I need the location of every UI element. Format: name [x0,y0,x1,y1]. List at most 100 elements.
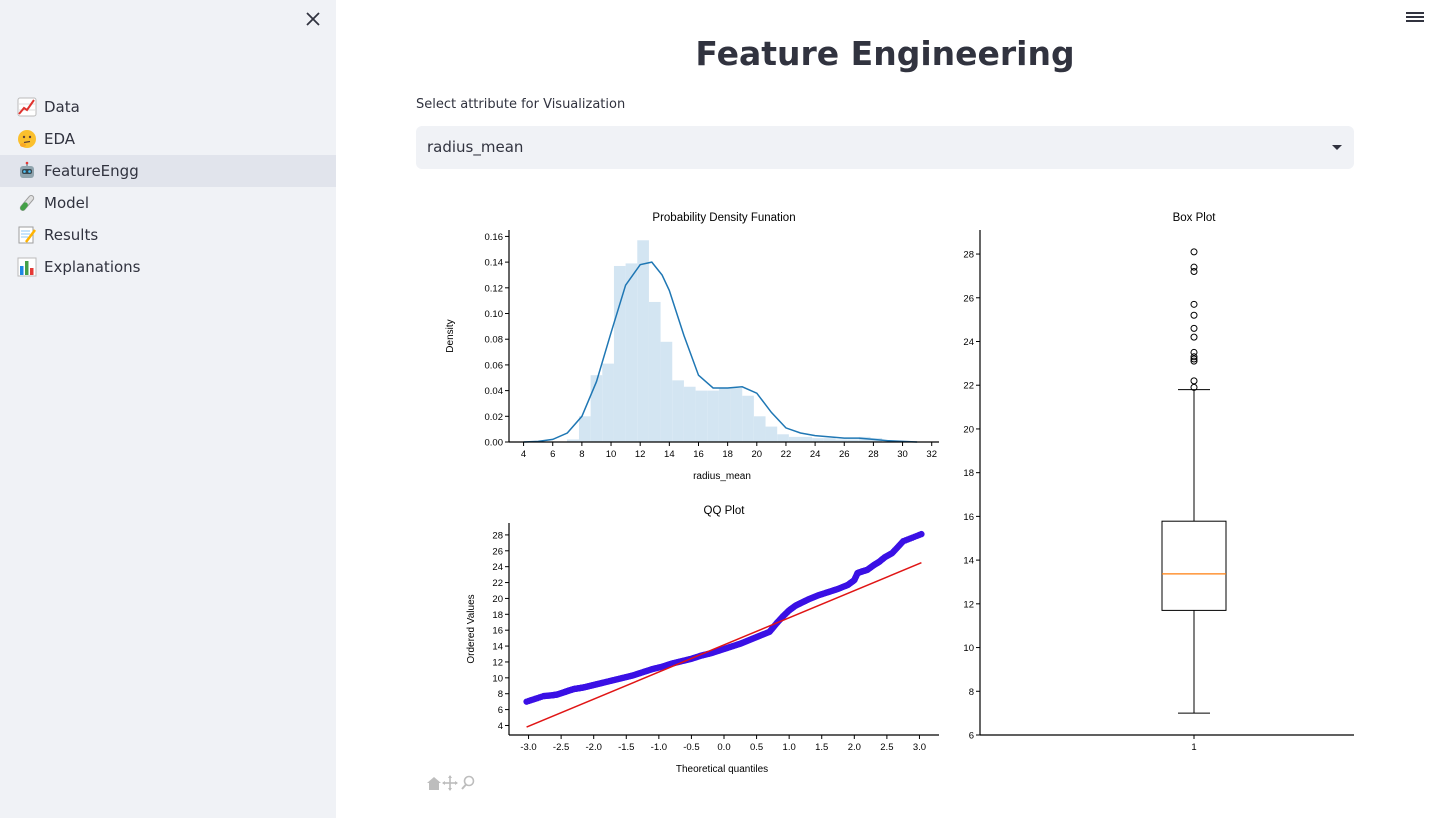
pdf-y-tick-label: 0.14 [485,258,504,269]
box-outlier [1190,263,1198,271]
histogram-bar [835,439,848,442]
pdf-x-tick-label: 12 [635,449,646,460]
box-y-tick-label: 14 [963,556,974,567]
pdf-x-tick-label: 20 [752,449,763,460]
box-y-tick-label: 24 [963,337,974,348]
home-icon[interactable] [427,777,441,790]
pdf-x-tick-label: 24 [810,449,821,460]
qq-y-tick-label: 20 [492,594,503,605]
histogram-bar [625,263,638,442]
pdf-y-tick-label: 0.00 [485,438,504,449]
kde-density-line [523,261,918,443]
hamburger-icon [1406,12,1424,14]
box-y-tick-label: 28 [963,250,974,261]
pdf-x-tick-label: 4 [521,449,526,460]
qq-y-tick-label: 26 [492,546,503,557]
close-sidebar-button[interactable] [302,8,324,30]
qq-y-tick-label: 6 [498,705,503,716]
histogram-bar [753,416,766,442]
qq-x-tick-label: 2.5 [880,742,893,753]
qq-y-tick-label: 8 [498,689,503,700]
box-outlier [1190,248,1198,256]
pan-icon[interactable] [442,775,458,791]
sidebar-nav: Data EDA FeatureEngg Model Results [0,91,336,283]
qq-x-tick-label: -2.5 [553,742,569,753]
pdf-y-tick-label: 0.08 [485,335,504,346]
histogram-bar [648,301,661,442]
pdf-y-tick-label: 0.16 [485,232,504,243]
pdf-x-tick-label: 28 [868,449,879,460]
sidebar-item-explanations[interactable]: Explanations [0,251,336,283]
pdf-x-tick-label: 14 [664,449,675,460]
pdf-chart-title: Probability Density Funation [652,212,795,224]
box-iqr [1161,520,1227,611]
qq-x-tick-label: 2.0 [848,742,861,753]
box-outlier [1190,357,1198,365]
sidebar-item-model[interactable]: Model [0,187,336,219]
qq-y-tick-label: 4 [498,721,503,732]
pdf-x-tick-label: 10 [606,449,617,460]
pdf-y-tick-label: 0.02 [485,412,504,423]
zoom-icon[interactable] [461,775,475,790]
histogram-bar [788,436,801,442]
box-outlier [1190,300,1198,308]
pdf-y-tick-label: 0.06 [485,360,504,371]
pdf-y-tick-label: 0.10 [485,309,504,320]
plot-toolbar [427,775,475,791]
pdf-x-tick-label: 6 [550,449,555,460]
qq-x-tick-label: 1.0 [783,742,796,753]
sidebar-item-data[interactable]: Data [0,91,336,123]
box-y-tick-label: 10 [963,643,974,654]
main-menu-button[interactable] [1406,10,1424,26]
qq-x-tick-label: -1.5 [618,742,634,753]
pdf-x-tick-label: 26 [839,449,850,460]
histogram-bar [602,363,614,442]
test-tube-icon [16,192,38,214]
qq-x-tick-label: 0.5 [750,742,763,753]
box-outlier [1190,355,1198,363]
bar-chart-icon [16,256,38,278]
box-outlier [1190,268,1198,276]
qq-fit-line [526,562,922,728]
pdf-x-axis-label: radius_mean [693,471,751,482]
attribute-select[interactable]: radius_mean [416,126,1354,169]
histogram-bar [590,375,603,442]
histogram-bar [695,390,708,442]
sidebar-item-label: Explanations [44,258,141,276]
histogram-bar [800,436,813,442]
qq-x-tick-label: 3.0 [913,742,926,753]
histogram-bar [718,388,731,442]
sidebar: Data EDA FeatureEngg Model Results [0,0,336,818]
close-icon [306,12,320,26]
qq-y-tick-label: 22 [492,578,503,589]
sidebar-item-label: FeatureEngg [44,162,139,180]
sidebar-item-featureengg[interactable]: FeatureEngg [0,155,336,187]
thinking-face-icon [16,128,38,150]
histogram-bar [777,434,789,442]
pdf-y-axis-label: Density [445,319,456,352]
qq-y-tick-label: 24 [492,562,503,573]
box-y-tick-label: 18 [963,468,974,479]
qq-chart-title: QQ Plot [704,505,746,517]
feature-figure: 4 6 8 10 12 14 16 18 20 22 24 26 28 30 320.000.020.040… [445,212,1354,775]
histogram-bar [742,395,754,442]
histogram-bar [823,438,836,442]
histogram-bar [858,436,871,442]
box-outlier [1190,348,1198,356]
page-title: Feature Engineering [695,34,1075,73]
sidebar-item-label: EDA [44,130,76,148]
qq-x-tick-label: 0.0 [717,742,730,753]
qq-y-tick-label: 10 [492,673,503,684]
sidebar-item-eda[interactable]: EDA [0,123,336,155]
box-chart-title: Box Plot [1173,212,1217,224]
sidebar-item-results[interactable]: Results [0,219,336,251]
histogram-bar [637,240,649,442]
box-y-tick-label: 20 [963,424,974,435]
sidebar-item-label: Data [44,98,80,116]
qq-y-tick-label: 16 [492,626,503,637]
histogram-bar [812,438,824,442]
histogram-bar [613,265,626,442]
qq-x-tick-label: -0.5 [683,742,699,753]
qq-x-tick-label: -1.0 [651,742,667,753]
histogram-bar [730,388,743,442]
